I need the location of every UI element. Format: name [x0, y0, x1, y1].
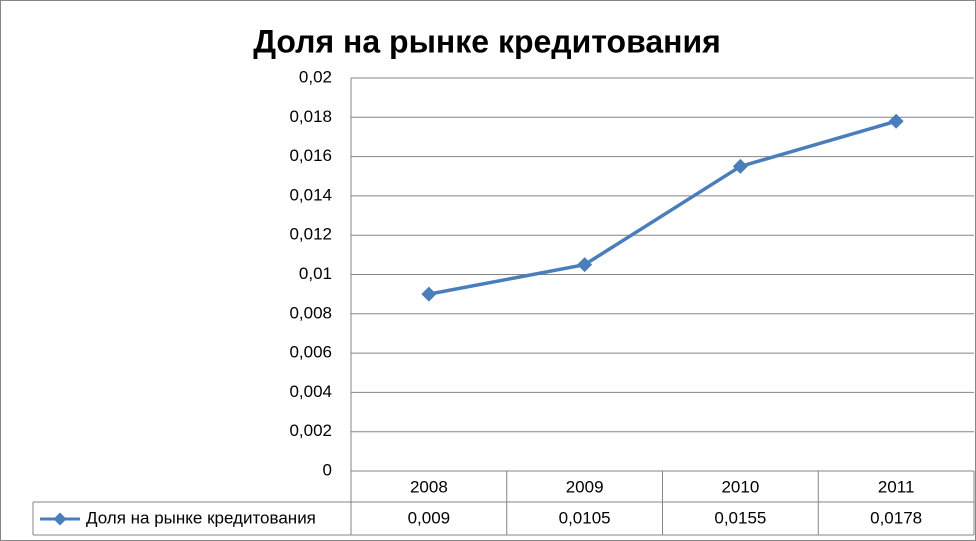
point-marker	[888, 113, 904, 129]
chart-title: Доля на рынке кредитования	[253, 23, 721, 59]
table-value: 0,0105	[559, 508, 611, 527]
x-tick-label: 2010	[721, 477, 759, 496]
y-tick-label: 0,006	[289, 343, 332, 362]
table-value: 0,009	[408, 508, 451, 527]
y-tick-label: 0,008	[289, 303, 332, 322]
table-value: 0,0155	[714, 508, 766, 527]
y-tick-label: 0,004	[289, 382, 332, 401]
x-tick-label: 2011	[878, 477, 915, 496]
y-tick-label: 0,014	[289, 185, 332, 204]
x-tick-label: 2008	[410, 477, 448, 496]
y-tick-label: 0	[323, 460, 332, 479]
y-tick-label: 0,02	[299, 67, 332, 86]
point-marker	[577, 257, 593, 273]
point-marker	[732, 158, 748, 174]
y-tick-label: 0,016	[289, 146, 332, 165]
legend-label: Доля на рынке кредитования	[86, 508, 316, 527]
y-tick-label: 0,01	[299, 264, 332, 283]
y-tick-label: 0,002	[289, 421, 332, 440]
table-value: 0,0178	[870, 508, 922, 527]
point-marker	[421, 286, 437, 302]
y-tick-label: 0,018	[289, 107, 332, 126]
legend-marker	[53, 512, 67, 526]
y-tick-label: 0,012	[289, 225, 332, 244]
series-line	[428, 119, 897, 296]
x-tick-label: 2009	[566, 477, 604, 496]
